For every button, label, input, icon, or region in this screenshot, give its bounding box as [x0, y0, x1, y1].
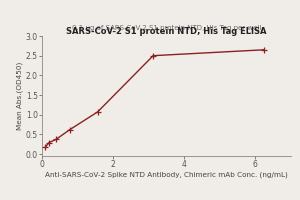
Title: SARS-CoV-2 S1 protein NTD, His Tag ELISA: SARS-CoV-2 S1 protein NTD, His Tag ELISA	[66, 27, 267, 36]
Y-axis label: Mean Abs.(OD450): Mean Abs.(OD450)	[16, 62, 23, 130]
Text: 0.1 μg of SARS-CoV-2 S1 protein NTD, His Tag per well: 0.1 μg of SARS-CoV-2 S1 protein NTD, His…	[72, 25, 261, 31]
X-axis label: Anti-SARS-CoV-2 Spike NTD Antibody, Chimeric mAb Conc. (ng/mL): Anti-SARS-CoV-2 Spike NTD Antibody, Chim…	[45, 172, 288, 178]
